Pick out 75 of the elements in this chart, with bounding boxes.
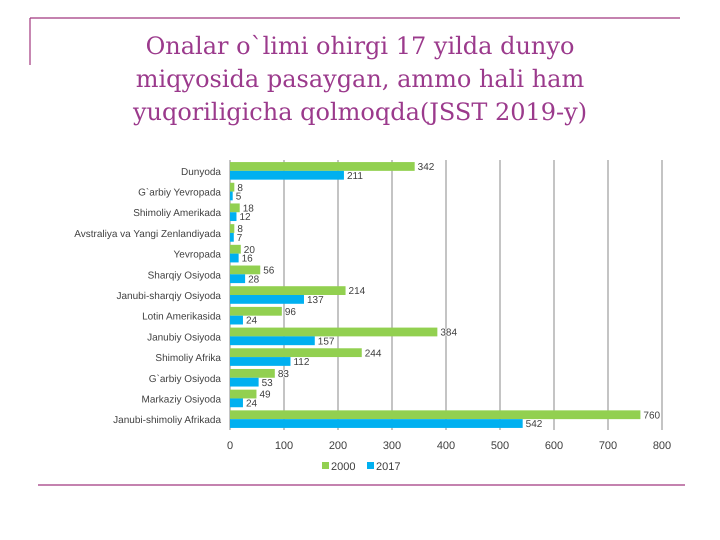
bar [230,378,259,387]
bar [230,254,239,262]
data-label: 56 [263,266,275,277]
data-label: 211 [346,170,364,182]
data-label: 8 [237,182,244,194]
data-label: 53 [262,378,274,389]
bar [230,306,282,316]
data-label: 20 [244,244,256,256]
y-tick-label: Janubi-shimoliy Afrikada [113,415,222,426]
data-label: 7 [236,232,243,244]
chart-title: Onalar o`limi ohirgi 17 yilda dunyo miqyosida pasaygan, ammo hali ham yuqoriligicha qolmoqda(JSST 2019-y) [132,32,588,126]
y-tick-label: Sharqiy Osiyoda [148,270,222,282]
bar [230,316,243,324]
data-label: 49 [259,390,272,401]
data-label: 244 [364,348,382,360]
data-label: 28 [248,274,260,286]
legend-label: 2017 [376,461,400,473]
bar [230,286,346,295]
x-tick-label: 0 [226,440,234,452]
y-tick-label: Dunyoda [180,166,222,178]
y-tick-label: Yevropada [174,250,222,261]
data-label: 5 [236,192,242,203]
data-label: 760 [643,410,661,422]
bar [230,232,234,242]
data-label: 137 [306,294,324,306]
bar [230,224,234,233]
y-tick-label: Shimoliy Afrika [155,353,222,364]
bar [230,170,344,180]
bar [230,244,241,254]
bar [230,368,275,378]
x-tick-label: 400 [436,440,456,452]
bar [230,192,233,200]
x-tick-label: 200 [328,440,348,452]
bar [230,274,246,284]
bar [230,348,362,358]
x-tick-label: 300 [382,440,402,452]
bar [230,398,243,408]
bar [230,390,256,398]
bar [230,182,234,192]
data-label: 24 [246,398,258,410]
x-tick-label: 100 [274,440,294,452]
data-label: 157 [318,336,335,348]
bar [230,328,438,336]
y-tick-label: G`arbiy Osiyoda [148,374,222,385]
data-label: 18 [242,203,254,214]
x-tick-label: 800 [652,440,672,452]
bar [230,295,304,304]
data-label: 214 [348,286,366,298]
data-label: 8 [237,224,244,236]
bar [230,410,640,420]
bar [230,162,415,171]
x-tick-label: 700 [598,440,618,452]
data-label: 112 [293,357,310,368]
legend-label: 2000 [331,461,356,473]
data-label: 96 [284,306,296,318]
y-tick-label: Lotin Amerikasida [142,312,222,323]
data-label: 16 [242,254,254,265]
bar [230,336,315,346]
data-label: 24 [246,316,258,327]
y-tick-label: Janubi-sharqiy Osiyoda [116,291,222,302]
bar [230,203,240,212]
data-label: 542 [526,419,543,430]
y-tick-label: Markaziy Osiyoda [142,394,222,406]
bar [230,266,260,274]
x-tick-label: 600 [544,440,564,452]
x-tick-label: 500 [490,440,510,452]
bar [230,357,290,366]
data-label: 12 [239,212,252,224]
y-tick-label: Avstraliya va Yangi Zenlandiyada [74,228,222,240]
data-label: 342 [418,162,435,174]
y-tick-label: Shimoliy Amerikada [133,208,222,220]
bar [230,419,523,428]
y-tick-label: G`arbiy Yevropada [138,188,222,199]
bar [230,212,236,222]
y-tick-label: Janubiy Osiyoda [147,332,222,344]
